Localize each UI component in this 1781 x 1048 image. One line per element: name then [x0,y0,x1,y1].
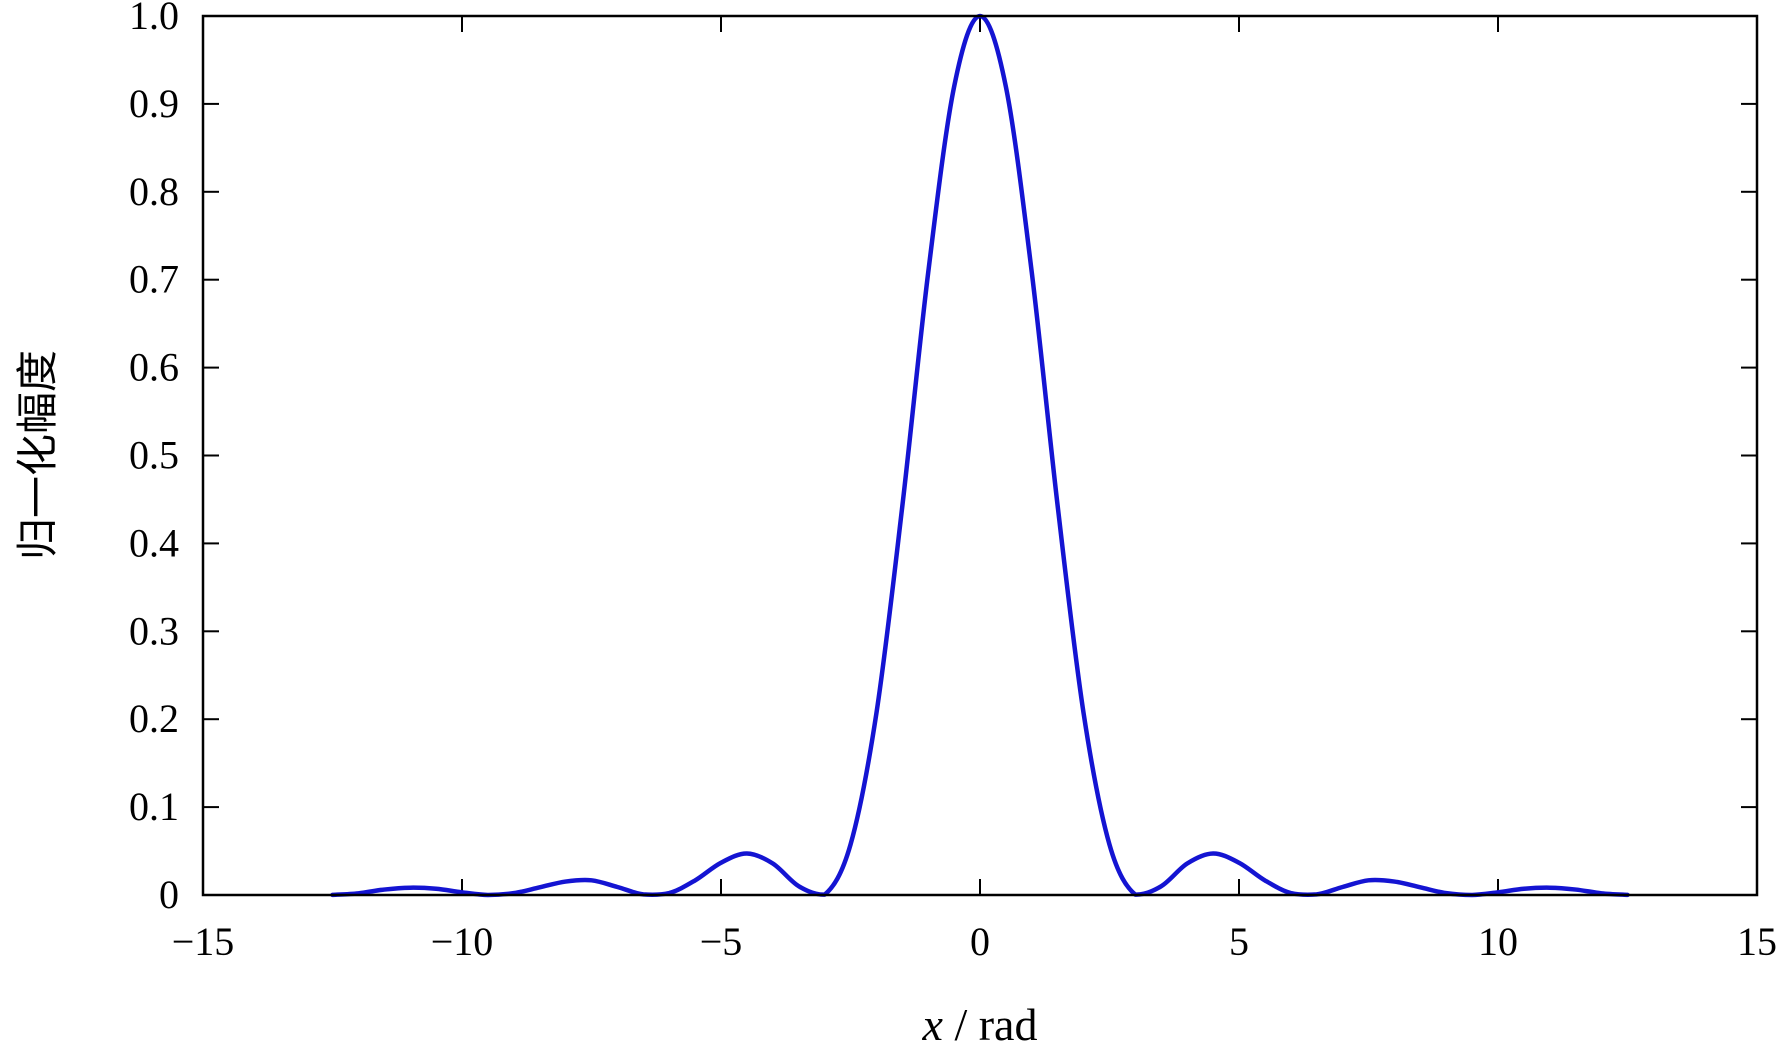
y-tick-label: 1.0 [129,0,179,38]
x-axis-title-variable: x [922,999,944,1048]
y-tick-label: 0 [159,872,179,917]
series-line [330,13,1630,898]
labels-layer: −15 −10 −5 0 5 10 15 0 0.1 0.2 0.3 0.4 0.5 0.6 0.7 0.8 0… [129,0,1777,964]
ticks-layer [202,15,1758,896]
x-axis-title: x / rad [922,999,1038,1048]
y-tick-label: 0.3 [129,608,179,653]
x-tick-label: 15 [1737,919,1777,964]
y-tick-label: 0.8 [129,169,179,214]
series-layer [330,13,1630,898]
y-tick-label: 0.2 [129,696,179,741]
x-tick-label: −10 [431,919,494,964]
x-tick-label: 0 [970,919,990,964]
plot-frame [201,14,1759,897]
y-tick-label: 0.1 [129,784,179,829]
x-tick-label: −15 [172,919,235,964]
y-tick-label: 0.7 [129,257,179,302]
y-axis-title: 归一化幅度 [13,350,62,560]
x-tick-label: 10 [1478,919,1518,964]
x-tick-label: −5 [700,919,743,964]
x-axis-title-unit: / rad [943,999,1038,1048]
y-tick-label: 0.9 [129,81,179,126]
x-tick-label: 5 [1229,919,1249,964]
y-tick-label: 0.5 [129,433,179,478]
y-tick-label: 0.6 [129,345,179,390]
y-tick-label: 0.4 [129,520,179,565]
